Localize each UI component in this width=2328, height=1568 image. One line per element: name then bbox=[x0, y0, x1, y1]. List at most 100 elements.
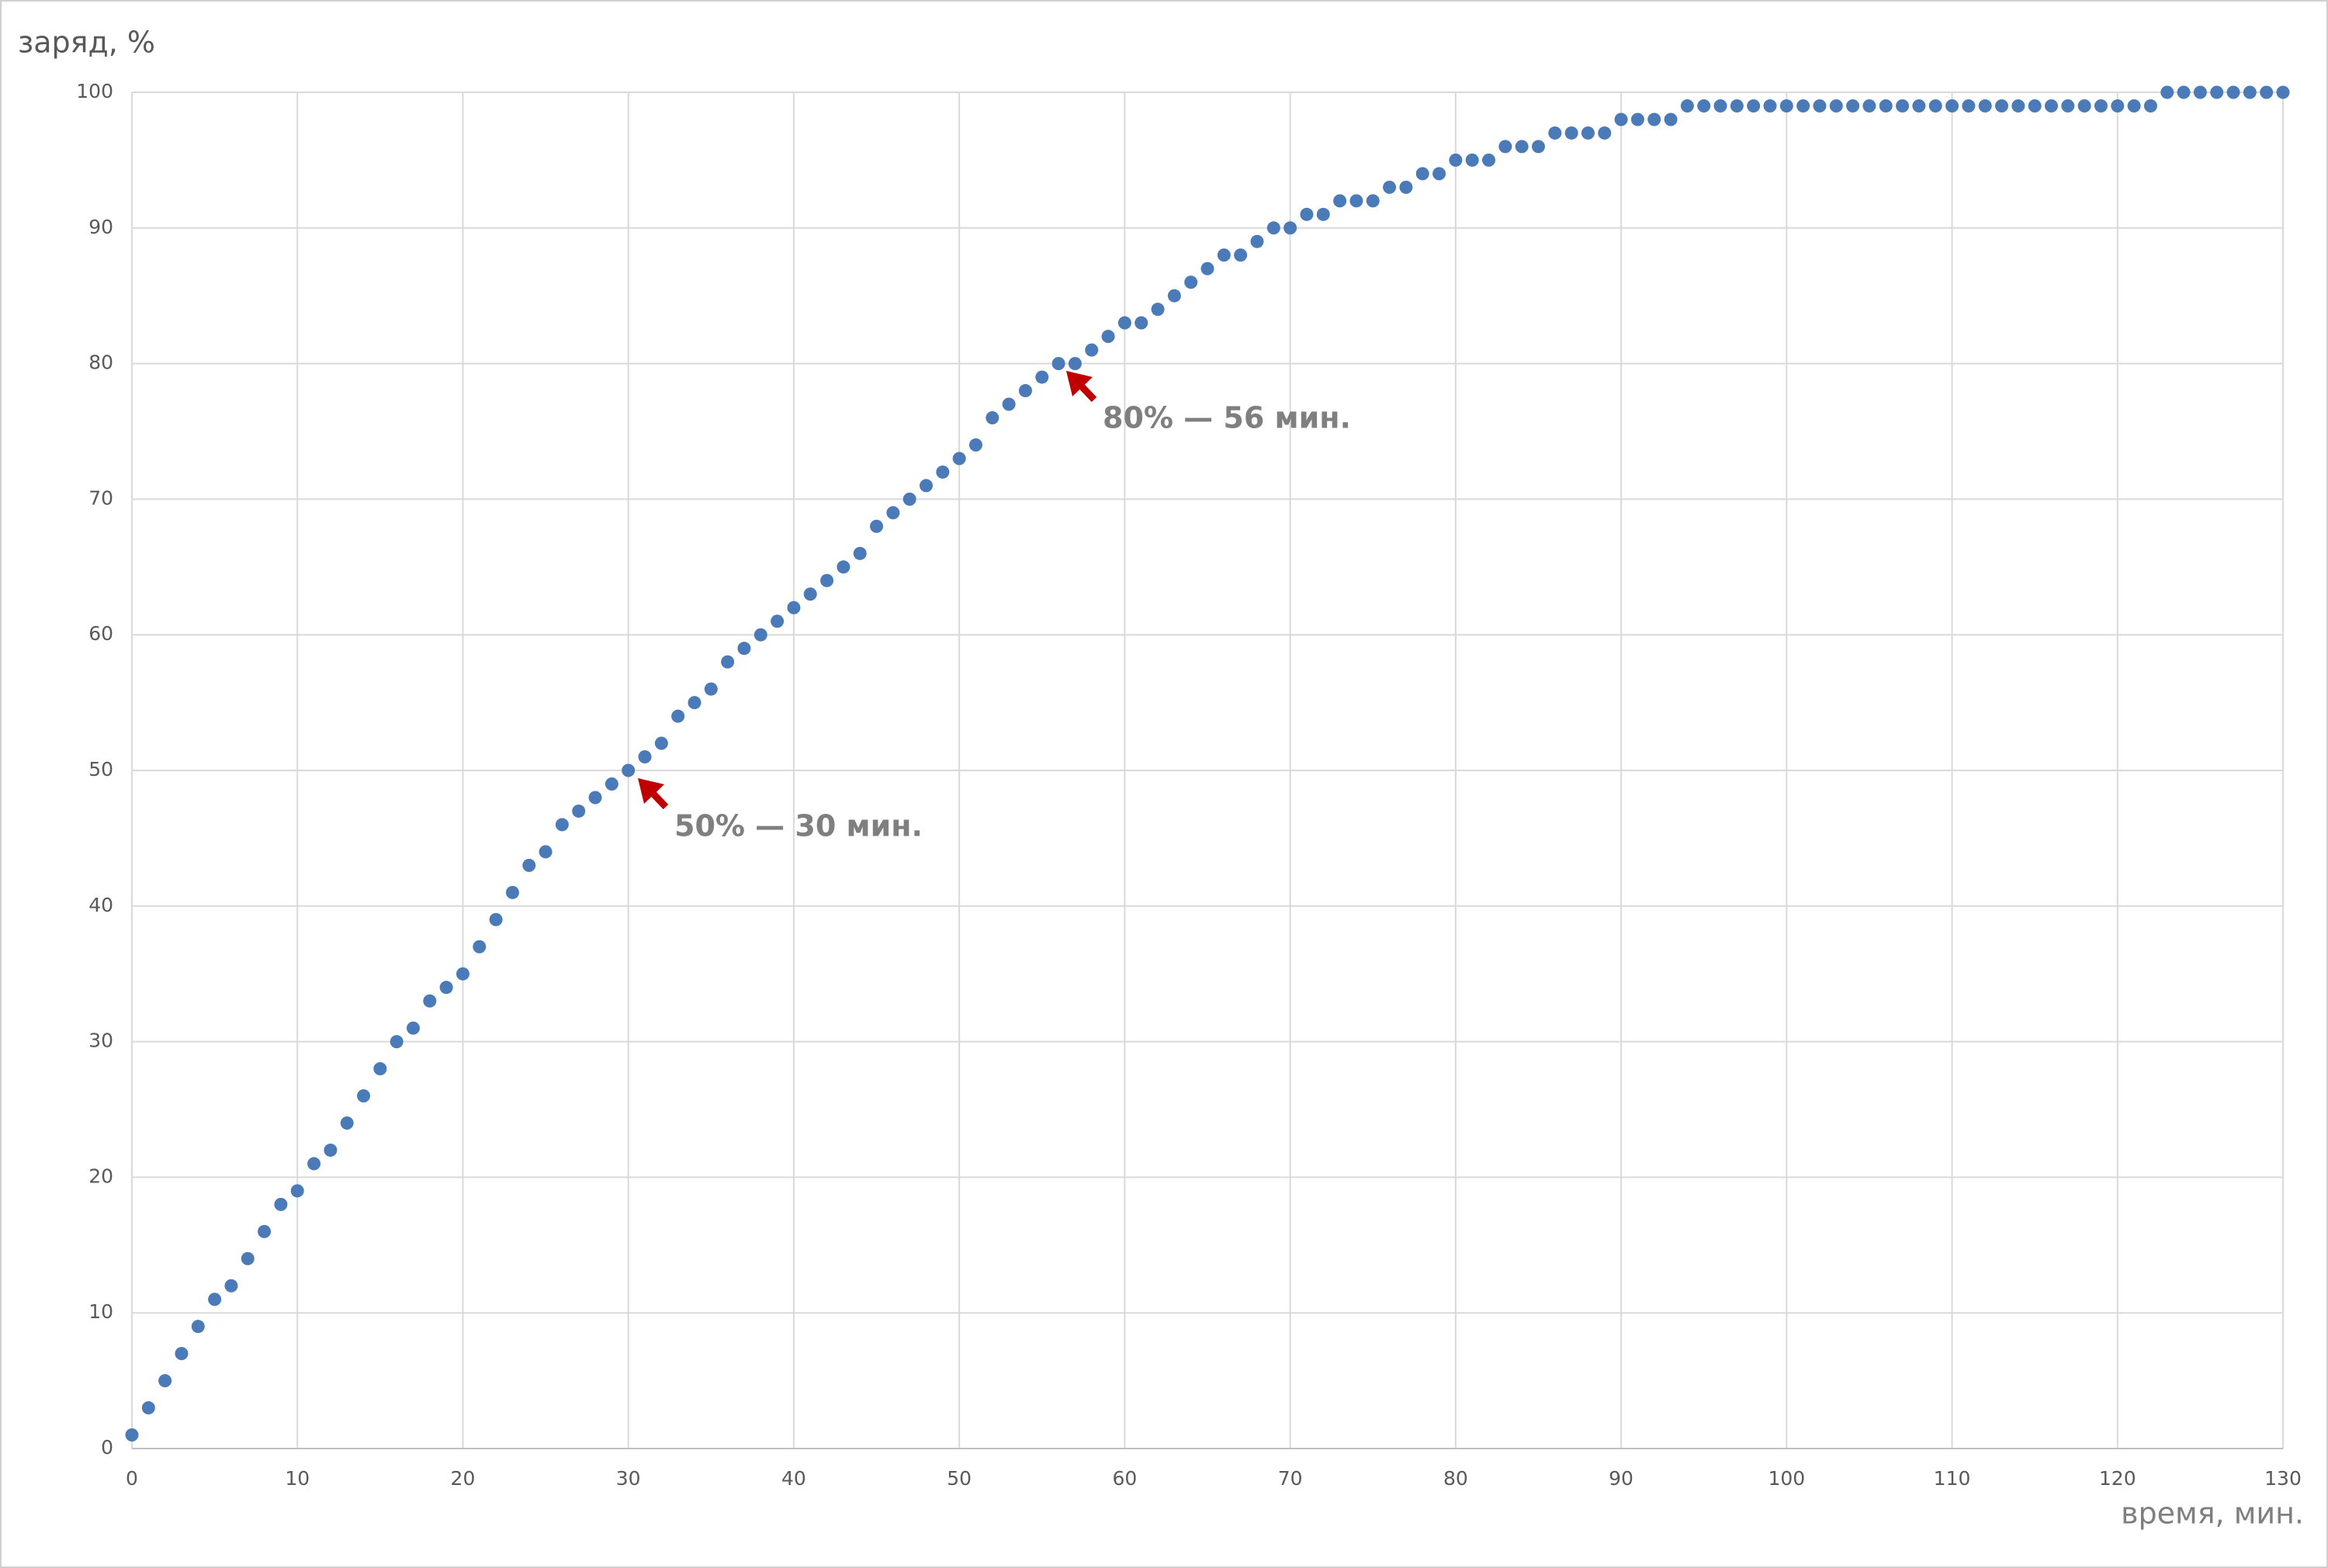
x-tick-label: 120 bbox=[2099, 1467, 2136, 1490]
point bbox=[1068, 357, 1082, 371]
point bbox=[671, 709, 685, 723]
point bbox=[688, 696, 702, 710]
point bbox=[456, 967, 469, 981]
x-tick-label: 60 bbox=[1112, 1467, 1137, 1490]
y-tick-label: 20 bbox=[88, 1165, 113, 1187]
point bbox=[406, 1021, 420, 1035]
point bbox=[505, 885, 519, 899]
point bbox=[588, 791, 602, 805]
point bbox=[1564, 126, 1578, 140]
point bbox=[1515, 140, 1529, 154]
point bbox=[489, 912, 503, 926]
point bbox=[2011, 99, 2025, 112]
x-axis-title: время, мин. bbox=[2121, 1497, 2304, 1531]
point bbox=[423, 994, 437, 1008]
point bbox=[771, 614, 785, 628]
point bbox=[1151, 303, 1165, 317]
point bbox=[1498, 140, 1512, 154]
point bbox=[1928, 99, 1942, 112]
point bbox=[1879, 99, 1893, 112]
point bbox=[2094, 99, 2108, 112]
point bbox=[2210, 85, 2224, 99]
y-tick-label: 100 bbox=[76, 80, 113, 102]
point bbox=[787, 601, 801, 614]
point bbox=[1383, 180, 1397, 194]
point bbox=[1266, 221, 1280, 235]
point bbox=[1349, 194, 1363, 208]
point bbox=[1432, 167, 1446, 181]
point bbox=[605, 777, 618, 791]
point bbox=[2044, 99, 2058, 112]
point bbox=[258, 1224, 272, 1238]
point bbox=[1846, 99, 1860, 112]
x-tick-label: 0 bbox=[126, 1467, 138, 1490]
x-tick-label: 110 bbox=[1934, 1467, 1971, 1490]
point bbox=[390, 1035, 404, 1049]
point bbox=[820, 573, 834, 587]
point bbox=[125, 1428, 139, 1442]
point bbox=[1763, 99, 1777, 112]
point bbox=[2028, 99, 2042, 112]
point bbox=[208, 1293, 222, 1307]
point bbox=[1630, 112, 1644, 126]
point bbox=[952, 452, 966, 466]
point bbox=[1664, 112, 1678, 126]
point bbox=[803, 587, 817, 601]
point bbox=[191, 1320, 205, 1334]
point bbox=[1415, 167, 1429, 181]
point bbox=[1995, 99, 2009, 112]
point bbox=[1018, 384, 1032, 398]
point bbox=[1333, 194, 1347, 208]
y-tick-label: 70 bbox=[88, 486, 113, 509]
point bbox=[175, 1347, 189, 1361]
x-tick-label: 90 bbox=[1609, 1467, 1633, 1490]
point bbox=[1117, 316, 1131, 330]
point bbox=[158, 1374, 172, 1388]
y-tick-label: 30 bbox=[88, 1030, 113, 1052]
point bbox=[274, 1197, 288, 1211]
point bbox=[1449, 153, 1463, 167]
point bbox=[1035, 370, 1049, 384]
y-tick-label: 40 bbox=[88, 894, 113, 916]
x-tick-label: 80 bbox=[1443, 1467, 1468, 1490]
y-tick-label: 80 bbox=[88, 351, 113, 374]
point bbox=[886, 506, 900, 520]
point bbox=[1713, 99, 1727, 112]
point bbox=[2243, 85, 2257, 99]
point bbox=[1647, 112, 1661, 126]
x-tick-label: 40 bbox=[781, 1467, 806, 1490]
arrow-head bbox=[1066, 371, 1093, 396]
x-tick-label: 100 bbox=[1768, 1467, 1805, 1490]
point bbox=[1581, 126, 1595, 140]
point bbox=[1234, 248, 1248, 262]
point bbox=[241, 1251, 255, 1265]
y-tick-label: 60 bbox=[88, 622, 113, 645]
point bbox=[1548, 126, 1562, 140]
point bbox=[737, 642, 751, 656]
point bbox=[1300, 207, 1314, 221]
point bbox=[324, 1143, 338, 1157]
point bbox=[1316, 207, 1330, 221]
arrow-head bbox=[638, 778, 664, 804]
point bbox=[638, 750, 652, 764]
point bbox=[704, 682, 718, 696]
point bbox=[721, 655, 735, 669]
point bbox=[290, 1184, 304, 1198]
point bbox=[837, 560, 850, 574]
arrow bbox=[1066, 371, 1097, 403]
point bbox=[539, 845, 553, 859]
point bbox=[1465, 153, 1479, 167]
point bbox=[1481, 153, 1495, 167]
point bbox=[753, 628, 767, 642]
point bbox=[1912, 99, 1926, 112]
point bbox=[1598, 126, 1612, 140]
point bbox=[2111, 99, 2125, 112]
point bbox=[1184, 275, 1198, 289]
point bbox=[920, 479, 934, 493]
point bbox=[1829, 99, 1843, 112]
y-axis-title: заряд, % bbox=[18, 26, 155, 60]
point bbox=[1250, 234, 1264, 248]
point bbox=[1978, 99, 1992, 112]
y-tick-label: 0 bbox=[101, 1436, 113, 1459]
point bbox=[1002, 397, 1016, 411]
